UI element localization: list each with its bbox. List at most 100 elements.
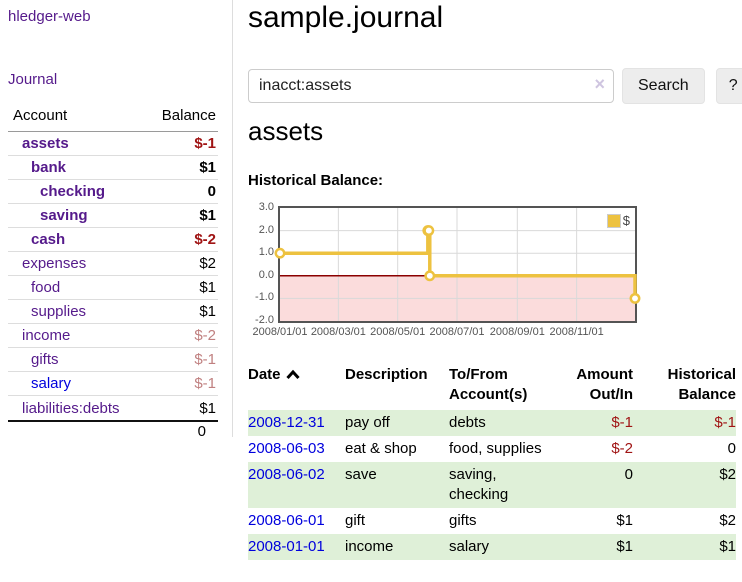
sidebar-account-row: gifts$-1 (8, 348, 218, 372)
transaction-balance: 0 (641, 436, 736, 462)
transaction-date-link[interactable]: 2008-01-01 (248, 534, 345, 560)
sidebar-account-rows: assets$-1bank$1checking0saving$1cash$-2e… (8, 132, 218, 420)
sidebar-account-row: supplies $1 (8, 300, 218, 324)
account-link[interactable]: gifts (8, 351, 59, 368)
transaction-description: save (345, 462, 449, 508)
sidebar: hledger-web Journal Account Balance asse… (0, 0, 233, 437)
clear-search-icon[interactable]: × (594, 75, 605, 93)
account-link[interactable]: salary (8, 375, 71, 392)
main-content: sample.journal × Search ? assets Histori… (248, 0, 742, 582)
legend-label: $ (623, 213, 630, 228)
account-balance: $-1 (194, 375, 216, 392)
page-title: sample.journal (248, 1, 443, 35)
account-link[interactable]: cash (8, 231, 65, 248)
sidebar-accounts-header: Account Balance (8, 103, 218, 132)
sidebar-account-row: bank $1 (8, 156, 218, 180)
x-axis-tick-label: 2008/09/01 (490, 326, 545, 338)
account-balance: 0 (208, 183, 216, 200)
transaction-description: eat & shop (345, 436, 449, 462)
account-link[interactable]: assets (8, 135, 69, 152)
transaction-accounts: debts (449, 410, 564, 436)
register-table: Date Description To/From Account(s) Amou… (248, 363, 736, 560)
column-header-amount: Amount Out/In (564, 363, 641, 410)
transaction-description: income (345, 534, 449, 560)
register-row: 2008-12-31pay offdebts$-1$-1 (248, 410, 736, 436)
y-axis-tick-label: 1.0 (238, 246, 274, 258)
y-axis-tick-label: 2.0 (238, 224, 274, 236)
account-link[interactable]: food (8, 279, 60, 296)
column-header-balance: Balance (162, 107, 216, 124)
historical-balance-chart: $ 3.02.01.00.0-1.0-2.0 2008/01/012008/03… (278, 206, 637, 323)
search-form: × Search ? (248, 68, 742, 104)
x-axis-tick-label: 2008/01/01 (252, 326, 307, 338)
x-axis-tick-label: 2008/03/01 (311, 326, 366, 338)
transaction-amount: $1 (564, 534, 641, 560)
sidebar-account-row: saving $1 (8, 204, 218, 228)
transaction-accounts: gifts (449, 508, 564, 534)
transaction-date-link[interactable]: 2008-06-03 (248, 436, 345, 462)
chart-plot (280, 208, 635, 321)
register-header-row: Date Description To/From Account(s) Amou… (248, 363, 736, 410)
search-button[interactable]: Search (622, 68, 705, 104)
transaction-amount: $-1 (564, 410, 641, 436)
transaction-accounts: food, supplies (449, 436, 564, 462)
sidebar-accounts-table: Account Balance assets $-1 bank $1 checking 0… (8, 103, 218, 440)
help-button[interactable]: ? (716, 68, 742, 104)
sidebar-item-journal[interactable]: Journal (8, 71, 57, 88)
account-link[interactable]: bank (8, 159, 66, 176)
sidebar-account-row: expenses $2 (8, 252, 218, 276)
sidebar-account-row: cash$-2 (8, 228, 218, 252)
chart-legend: $ (607, 213, 630, 228)
account-balance: $-2 (194, 327, 216, 344)
transaction-date-link[interactable]: 2008-12-31 (248, 410, 345, 436)
account-link[interactable]: supplies (8, 303, 86, 320)
transaction-balance: $2 (641, 508, 736, 534)
x-axis-tick-label: 2008/07/01 (429, 326, 484, 338)
search-input[interactable] (248, 69, 614, 103)
transaction-date-link[interactable]: 2008-06-01 (248, 508, 345, 534)
transaction-amount: $-2 (564, 436, 641, 462)
account-link[interactable]: expenses (8, 255, 86, 272)
transaction-balance: $1 (641, 534, 736, 560)
app-brand-link[interactable]: hledger-web (8, 8, 91, 25)
transaction-date-link[interactable]: 2008-06-02 (248, 462, 345, 508)
sidebar-account-row: food$1 (8, 276, 218, 300)
transaction-description: pay off (345, 410, 449, 436)
register-row: 2008-06-01giftgifts$1$2 (248, 508, 736, 534)
legend-swatch (607, 214, 621, 228)
y-axis-tick-label: 0.0 (238, 269, 274, 281)
x-axis-tick-label: 2008/05/01 (370, 326, 425, 338)
account-balance: $-1 (194, 135, 216, 152)
register-row: 2008-06-03eat & shopfood, supplies$-20 (248, 436, 736, 462)
transaction-description: gift (345, 508, 449, 534)
sidebar-account-row: salary $-1 (8, 372, 218, 396)
sort-ascending-icon (286, 369, 300, 380)
transaction-balance: $-1 (641, 410, 736, 436)
account-link[interactable]: checking (8, 183, 105, 200)
transaction-accounts: salary (449, 534, 564, 560)
account-balance: $2 (199, 255, 216, 272)
account-link[interactable]: income (8, 327, 70, 344)
y-axis-tick-label: 3.0 (238, 201, 274, 213)
transaction-accounts: saving, checking (449, 462, 564, 508)
y-axis-tick-label: -1.0 (238, 291, 274, 303)
account-link[interactable]: liabilities:debts (8, 400, 120, 417)
account-heading: assets (248, 116, 323, 147)
column-header-balance: Historical Balance (641, 363, 736, 410)
sidebar-account-row: income $-2 (8, 324, 218, 348)
sidebar-total-row: 0 (8, 420, 218, 440)
account-balance: $1 (199, 159, 216, 176)
search-box: × (248, 69, 614, 103)
account-link[interactable]: saving (8, 207, 88, 224)
column-header-tofrom: To/From Account(s) (449, 363, 564, 410)
transaction-amount: 0 (564, 462, 641, 508)
sidebar-total-value: 0 (198, 423, 206, 440)
chart-title: Historical Balance: (248, 172, 383, 189)
column-header-date[interactable]: Date (248, 363, 345, 410)
register-row: 2008-01-01incomesalary$1$1 (248, 534, 736, 560)
transaction-amount: $1 (564, 508, 641, 534)
sidebar-account-row: checking 0 (8, 180, 218, 204)
account-balance: $1 (199, 303, 216, 320)
transaction-balance: $2 (641, 462, 736, 508)
account-balance: $1 (199, 207, 216, 224)
